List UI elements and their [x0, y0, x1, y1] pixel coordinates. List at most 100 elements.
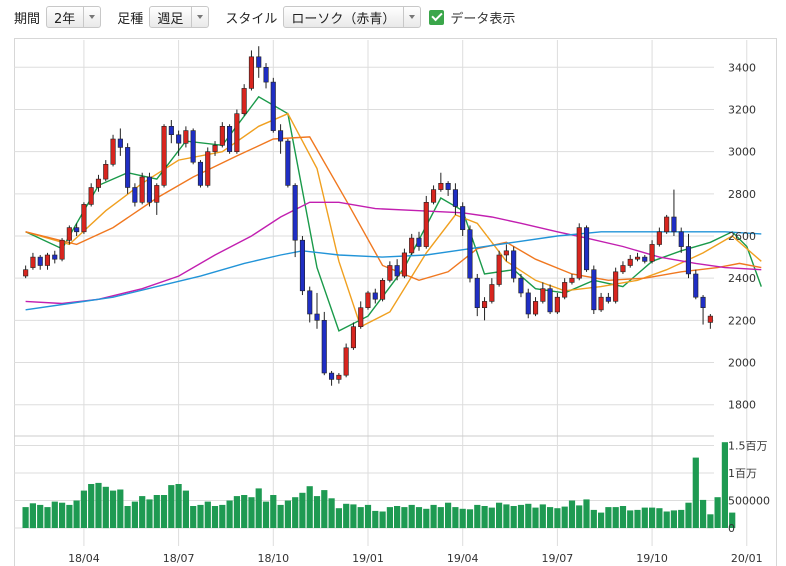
- volume-bar: [627, 510, 634, 528]
- candle-body: [409, 237, 415, 254]
- volume-bar: [59, 502, 66, 528]
- candle-body: [540, 288, 546, 302]
- volume-bar: [211, 506, 219, 528]
- volume-bar: [80, 490, 87, 528]
- volume-bar: [503, 504, 510, 528]
- candle-body: [664, 216, 670, 233]
- price-axis-labels: 1800 2000 2200 2400 2600 2800 3000 3200 3400: [728, 61, 756, 411]
- volume-bar: [335, 508, 342, 528]
- volume-bar: [466, 509, 474, 528]
- candle-body: [460, 206, 466, 231]
- ashi-label: 足種: [117, 11, 144, 27]
- period-select[interactable]: 2年: [46, 6, 102, 28]
- volume-bar: [321, 490, 328, 528]
- volume-axis-labels: 1.5百万 1百万 500000 0: [728, 440, 770, 536]
- ashi-select-value: 週足: [157, 11, 184, 27]
- volume-bar: [328, 498, 335, 528]
- price-tick-label: 2600: [728, 230, 756, 243]
- volume-bar: [394, 506, 401, 528]
- candle-body: [66, 227, 72, 241]
- candle-body: [547, 288, 553, 313]
- date-tick-label: 19/10: [636, 552, 668, 565]
- moving-average-line: [25, 136, 762, 282]
- candle-body: [205, 151, 211, 186]
- volume-bar: [110, 490, 117, 528]
- volume-bar: [430, 504, 437, 528]
- volume-bar: [343, 503, 350, 528]
- volume-bar: [379, 511, 386, 528]
- candle-body: [183, 130, 189, 144]
- candle-body: [620, 265, 626, 273]
- volume-bar: [117, 489, 124, 528]
- volume-bar: [700, 499, 707, 528]
- volume-bar: [95, 482, 102, 528]
- data-display-label[interactable]: データ表示: [450, 11, 516, 27]
- candle-body: [350, 326, 357, 349]
- candle-body: [489, 284, 495, 302]
- volume-bar: [445, 502, 452, 528]
- candle-body: [685, 246, 692, 275]
- candle-body: [583, 227, 590, 271]
- candle-body: [445, 183, 451, 190]
- candle-body: [139, 176, 145, 203]
- candle-body: [168, 126, 174, 136]
- chevron-down-icon: [191, 7, 208, 27]
- candle-body: [562, 282, 568, 298]
- style-select[interactable]: ローソク（赤青）: [283, 6, 422, 28]
- candle-body: [219, 126, 225, 146]
- volume-bar: [539, 504, 546, 528]
- volume-tick-label: 0: [728, 522, 735, 535]
- volume-bar: [649, 507, 656, 528]
- chevron-down-icon: [83, 7, 100, 27]
- volume-bar: [598, 512, 605, 528]
- candle-body: [52, 254, 58, 260]
- volume-bar: [547, 507, 554, 528]
- moving-average-line: [25, 112, 762, 328]
- candle-body: [37, 256, 43, 266]
- volume-bar: [386, 507, 393, 528]
- candle-body: [241, 88, 247, 115]
- candle-body: [671, 216, 677, 233]
- chart-grid: [14, 40, 748, 546]
- volume-bar: [66, 504, 73, 528]
- date-tick-label: 18/07: [163, 552, 195, 565]
- volume-bar: [29, 503, 36, 529]
- ashi-select[interactable]: 週足: [149, 6, 210, 28]
- volume-bar: [233, 496, 240, 528]
- candle-body: [532, 301, 539, 315]
- candle-body: [379, 279, 386, 300]
- volume-bar: [532, 507, 539, 528]
- volume-bar: [415, 507, 423, 528]
- volume-bar: [583, 499, 590, 528]
- volume-bar: [160, 495, 168, 528]
- volume-bar: [88, 484, 95, 528]
- candle-body: [430, 189, 437, 203]
- volume-bar: [488, 507, 495, 528]
- volume-bar: [372, 510, 379, 528]
- candle-body: [95, 178, 101, 188]
- period-label: 期間: [14, 11, 41, 27]
- period-select-value: 2年: [54, 11, 76, 27]
- volume-bar: [459, 508, 466, 529]
- candle-body: [176, 134, 182, 144]
- volume-bar: [568, 500, 576, 528]
- candle-body: [634, 256, 641, 260]
- volume-tick-label: 500000: [728, 495, 770, 508]
- candle-body: [74, 227, 80, 233]
- candle-body: [591, 269, 597, 311]
- volume-bar: [714, 497, 721, 528]
- volume-bar: [313, 496, 321, 528]
- volume-bar: [270, 495, 277, 528]
- candle-body: [110, 138, 116, 165]
- candle-body: [416, 237, 422, 247]
- data-display-checkbox[interactable]: [429, 9, 445, 25]
- volume-bar: [525, 503, 532, 528]
- chart-frame: [14, 38, 777, 566]
- date-tick-label: 19/01: [352, 552, 384, 565]
- volume-bar: [707, 514, 714, 529]
- volume-bars: [22, 442, 736, 529]
- volume-bar: [146, 499, 153, 528]
- volume-bar: [306, 486, 313, 528]
- candle-body: [277, 130, 284, 142]
